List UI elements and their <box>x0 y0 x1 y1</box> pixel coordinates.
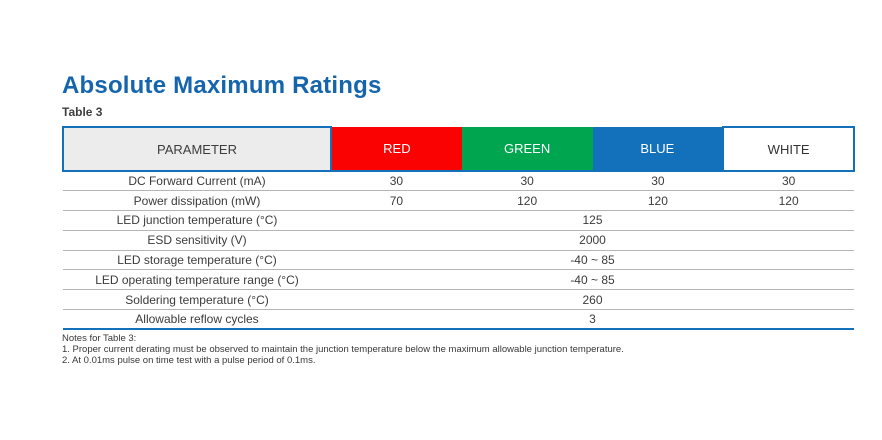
notes-heading: Notes for Table 3: <box>62 333 137 344</box>
cell-merged-value: 125 <box>331 210 854 231</box>
table-row: LED storage temperature (°C) -40 ~ 85 <box>63 250 854 271</box>
row-label: Power dissipation (mW) <box>63 190 331 212</box>
row-label: Soldering temperature (°C) <box>63 289 331 311</box>
table-caption: Table 3 <box>62 105 103 119</box>
page-title: Absolute Maximum Ratings <box>62 72 382 99</box>
column-header-white: WHITE <box>722 126 855 172</box>
note-item: 2. At 0.01ms pulse on time test with a p… <box>62 355 316 367</box>
table-row: Soldering temperature (°C) 260 <box>63 289 854 311</box>
cell-blue: 30 <box>592 171 724 192</box>
cell-merged-value: 260 <box>331 289 854 311</box>
table-row: ESD sensitivity (V) 2000 <box>63 230 854 251</box>
cell-merged-value: -40 ~ 85 <box>331 250 854 271</box>
cell-merged-value: -40 ~ 85 <box>331 269 854 291</box>
absolute-maximum-ratings-table: PARAMETER RED GREEN BLUE WHITE DC Forwar… <box>62 126 855 331</box>
cell-merged-value: 2000 <box>331 230 854 251</box>
row-label: Allowable reflow cycles <box>63 309 331 331</box>
column-header-red: RED <box>331 127 462 172</box>
table-row: Power dissipation (mW) 70 120 120 120 <box>63 190 854 212</box>
row-label: LED junction temperature (°C) <box>63 210 331 231</box>
cell-green: 30 <box>461 171 593 192</box>
table-notes: Notes for Table 3: 1. Proper current der… <box>62 333 762 367</box>
table-row: Allowable reflow cycles 3 <box>63 309 854 331</box>
row-label: DC Forward Current (mA) <box>63 171 331 192</box>
row-label: LED operating temperature range (°C) <box>63 269 331 291</box>
column-header-blue: BLUE <box>592 127 724 172</box>
cell-white: 120 <box>723 190 854 212</box>
table-row: LED junction temperature (°C) 125 <box>63 210 854 231</box>
column-header-parameter: PARAMETER <box>62 126 332 172</box>
cell-red: 70 <box>331 190 462 212</box>
cell-blue: 120 <box>592 190 724 212</box>
column-header-green: GREEN <box>461 127 593 172</box>
cell-white: 30 <box>723 171 854 192</box>
cell-green: 120 <box>461 190 593 212</box>
row-label: ESD sensitivity (V) <box>63 230 331 251</box>
cell-merged-value: 3 <box>331 309 854 331</box>
note-item: 1. Proper current derating must be obser… <box>62 344 624 356</box>
table-header-row: PARAMETER RED GREEN BLUE WHITE <box>62 126 855 172</box>
cell-red: 30 <box>331 171 462 192</box>
table-row: DC Forward Current (mA) 30 30 30 30 <box>63 171 854 192</box>
row-label: LED storage temperature (°C) <box>63 250 331 271</box>
table-row: LED operating temperature range (°C) -40… <box>63 269 854 291</box>
